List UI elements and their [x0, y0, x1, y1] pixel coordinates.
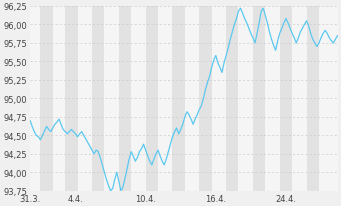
Bar [92, 7, 104, 191]
Bar [226, 7, 238, 191]
Bar [65, 7, 77, 191]
Bar [253, 7, 265, 191]
Bar [280, 7, 292, 191]
Bar [41, 7, 53, 191]
Bar [173, 7, 185, 191]
Bar [146, 7, 158, 191]
Bar [199, 7, 212, 191]
Bar [307, 7, 319, 191]
Bar [119, 7, 131, 191]
